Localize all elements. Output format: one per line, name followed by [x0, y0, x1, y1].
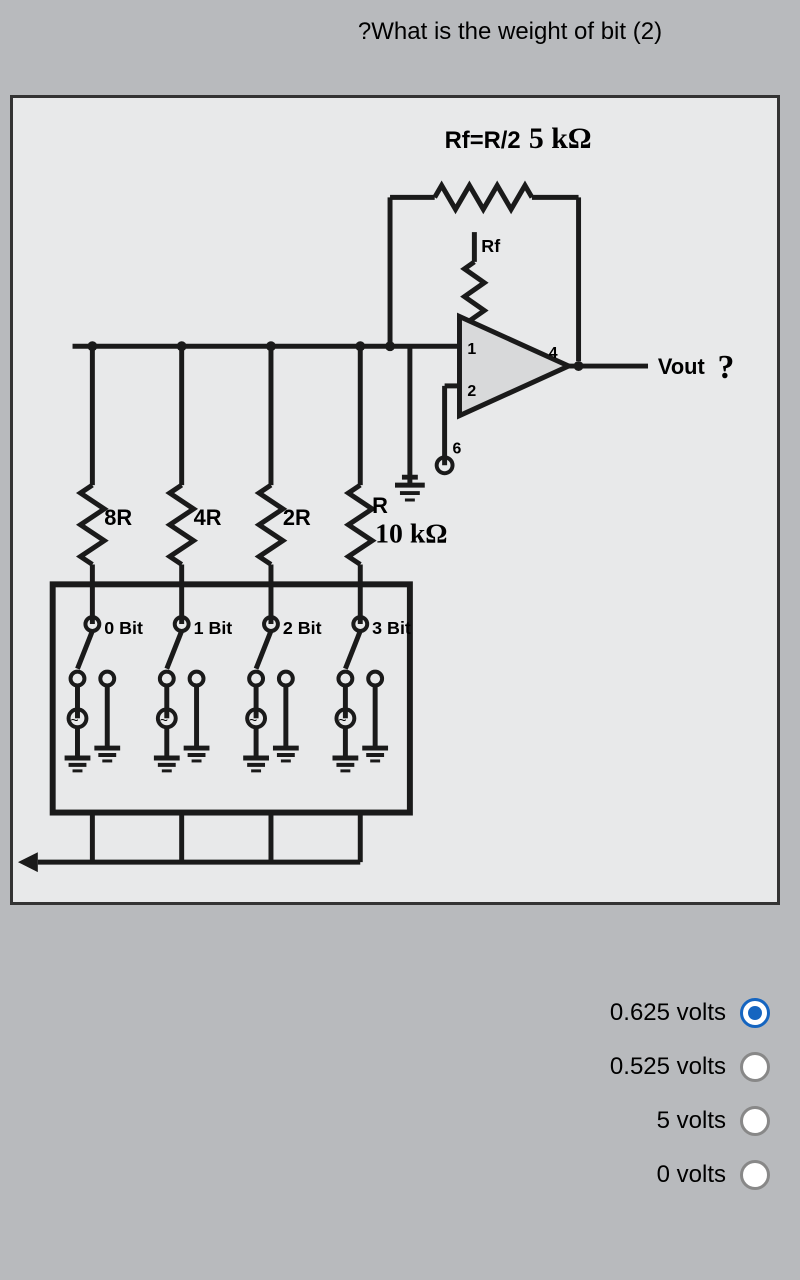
svg-text:6: 6 — [453, 440, 462, 457]
svg-text:R: R — [372, 493, 388, 518]
vout-label: Vout — [658, 354, 705, 379]
answer-label: 0 volts — [657, 1161, 726, 1189]
svg-text:0 Bit: 0 Bit — [104, 618, 143, 638]
answer-label: 5 volts — [657, 1107, 726, 1135]
svg-text:2R: 2R — [283, 505, 311, 530]
r-value: 10 kΩ — [375, 519, 447, 550]
rf-label: Rf=R/2 — [445, 127, 521, 154]
svg-text:8R: 8R — [104, 505, 132, 530]
svg-text:4R: 4R — [194, 505, 222, 530]
rf-value: 5 kΩ — [529, 122, 592, 155]
circuit-diagram: Rf=R/2 5 kΩ Rf 1 2 4 Vout ? 6 8R — [10, 95, 780, 905]
svg-text:1 Bit: 1 Bit — [194, 618, 233, 638]
radio-icon — [740, 1052, 770, 1082]
svg-text:2: 2 — [467, 383, 476, 400]
svg-text:~: ~ — [338, 712, 346, 728]
svg-text:~: ~ — [71, 712, 79, 728]
question-text: ?What is the weight of bit (2) — [0, 18, 800, 46]
answer-label: 0.625 volts — [610, 999, 726, 1027]
answer-option-0[interactable]: 0.625 volts — [610, 998, 770, 1028]
svg-text:1: 1 — [467, 341, 476, 358]
svg-text:4: 4 — [549, 345, 558, 362]
radio-icon — [740, 1160, 770, 1190]
radio-icon — [740, 1106, 770, 1136]
svg-text:Rf: Rf — [481, 236, 500, 256]
answer-label: 0.525 volts — [610, 1053, 726, 1081]
answer-options: 0.625 volts 0.525 volts 5 volts 0 volts — [610, 998, 770, 1190]
circuit-svg: Rf=R/2 5 kΩ Rf 1 2 4 Vout ? 6 8R — [13, 98, 777, 902]
answer-option-1[interactable]: 0.525 volts — [610, 1052, 770, 1082]
vout-mark: ? — [717, 349, 734, 386]
answer-option-2[interactable]: 5 volts — [610, 1106, 770, 1136]
radio-icon — [740, 998, 770, 1028]
svg-text:2 Bit: 2 Bit — [283, 618, 322, 638]
switches: 0 Bit ~ 1 Bit ~ — [65, 617, 411, 771]
svg-text:3 Bit: 3 Bit — [372, 618, 411, 638]
svg-text:~: ~ — [249, 712, 257, 728]
answer-option-3[interactable]: 0 volts — [610, 1160, 770, 1190]
svg-text:~: ~ — [160, 712, 168, 728]
